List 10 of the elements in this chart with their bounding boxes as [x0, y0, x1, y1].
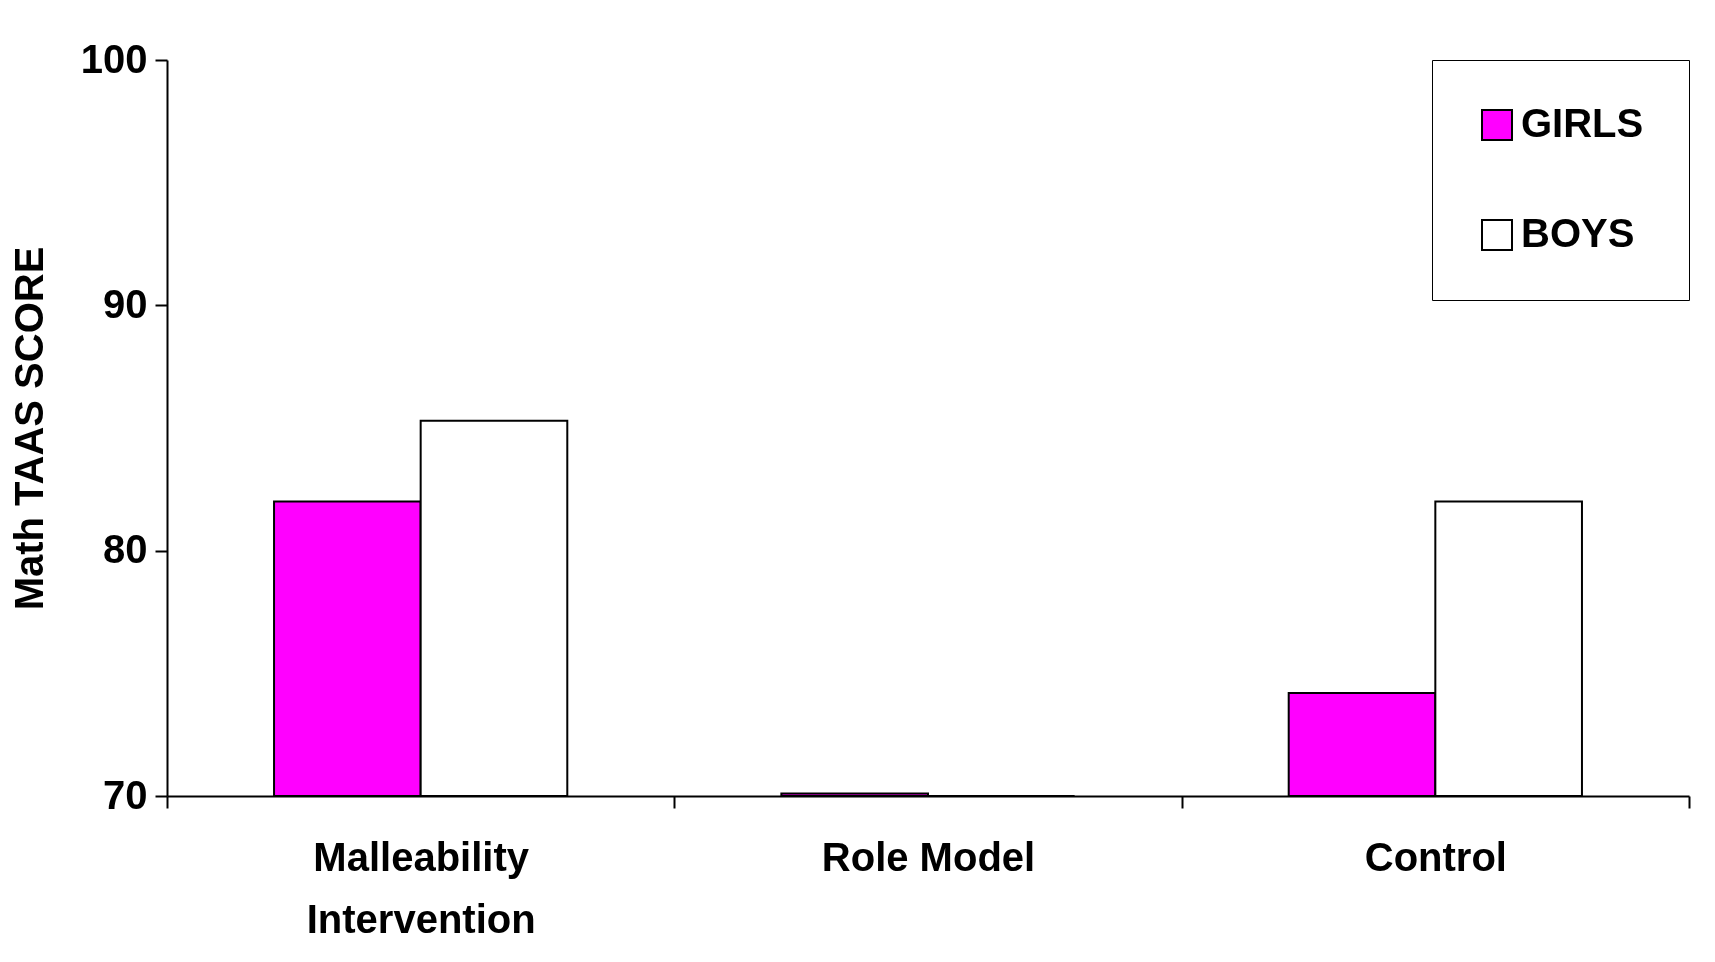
- y-axis-title: Math TAAS SCORE: [6, 246, 51, 611]
- y-tick-label: 70: [103, 772, 148, 817]
- legend-label: BOYS: [1521, 211, 1635, 255]
- y-tick-label: 100: [80, 36, 148, 81]
- y-tick-label: 90: [103, 281, 148, 326]
- y-tick-label: 80: [103, 527, 148, 572]
- x-tick-label: Role Model: [821, 834, 1036, 879]
- legend-label: GIRLS: [1521, 101, 1644, 145]
- x-tick-label: Control: [1364, 834, 1507, 879]
- x-tick-label: Malleability Intervention: [306, 834, 536, 941]
